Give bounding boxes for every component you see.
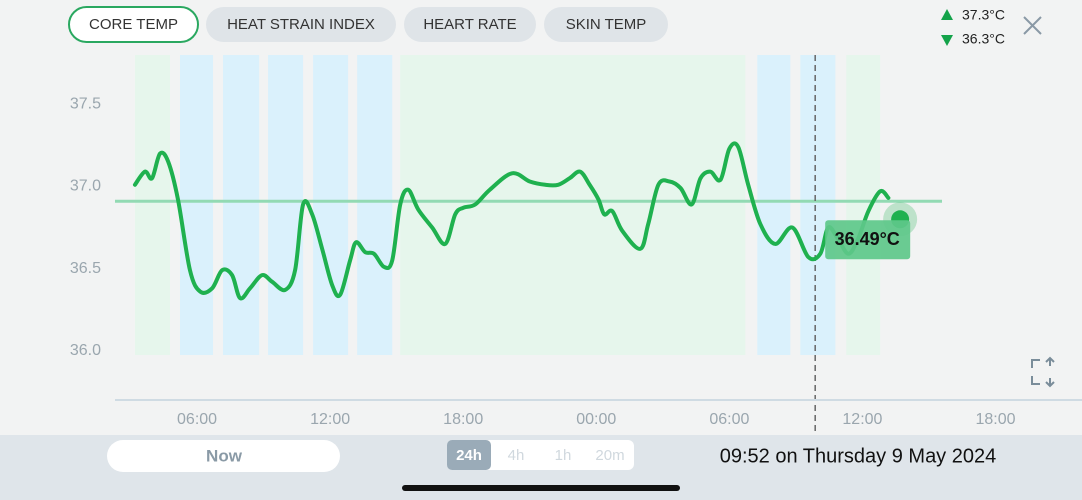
- period-selector: [447, 440, 634, 470]
- band: [223, 55, 260, 355]
- y-tick-label: 36.0: [70, 342, 101, 359]
- period-label[interactable]: 24h: [456, 447, 482, 464]
- expand-button[interactable]: [1031, 356, 1055, 388]
- tab[interactable]: CORE TEMP: [68, 6, 199, 43]
- cursor-label-box: [825, 220, 911, 260]
- down-icon: [941, 35, 953, 46]
- period-button[interactable]: 4h: [508, 447, 525, 464]
- bands: [134, 55, 881, 355]
- close-button[interactable]: [1023, 16, 1042, 35]
- tabs: CORE TEMP HEAT STRAIN INDEX HEART RATE SKIN…: [68, 6, 668, 43]
- period-label[interactable]: 20m: [595, 447, 624, 464]
- y-tick-label: 37.5: [70, 96, 101, 113]
- now-button[interactable]: Now: [107, 440, 340, 472]
- band: [400, 55, 746, 355]
- x-tick-label: 12:00: [842, 411, 882, 428]
- plot: 36.0 36.5 37.0 37.5 06:00 12:00 18:00 00:00 06:0…: [70, 55, 1016, 435]
- y-tick-label: 36.5: [70, 260, 101, 277]
- period-button[interactable]: 24h: [447, 440, 491, 470]
- band: [268, 55, 304, 355]
- tab-pill[interactable]: [206, 7, 396, 42]
- x-tick-label: 06:00: [709, 411, 749, 428]
- period-selected[interactable]: [447, 440, 491, 470]
- periods: 24h 4h 1h 20m: [447, 440, 625, 470]
- x-tick-label: 18:00: [443, 411, 483, 428]
- close-icon[interactable]: [1023, 16, 1042, 35]
- band: [846, 55, 881, 355]
- period-label[interactable]: 1h: [555, 447, 572, 464]
- legend-low: 36.3°C: [962, 31, 1005, 47]
- legend-high: 37.3°C: [962, 7, 1005, 23]
- x-tick-label: 00:00: [576, 411, 616, 428]
- x-tick-label: 18:00: [975, 411, 1015, 428]
- tab-pill[interactable]: [404, 7, 536, 42]
- band: [134, 55, 171, 355]
- band: [757, 55, 791, 355]
- y-tick-label: 37.0: [70, 178, 101, 195]
- tab[interactable]: SKIN TEMP: [544, 7, 668, 42]
- legend: 37.3°C 36.3°C: [941, 7, 1005, 47]
- expand-icon[interactable]: [1031, 359, 1040, 385]
- tab-label[interactable]: CORE TEMP: [89, 16, 178, 33]
- tab-label[interactable]: SKIN TEMP: [566, 16, 647, 33]
- tab-pill[interactable]: [68, 6, 199, 43]
- line: [132, 141, 891, 301]
- tab[interactable]: HEART RATE: [404, 7, 536, 42]
- x-tick-label: 06:00: [177, 411, 217, 428]
- band: [357, 55, 393, 355]
- tab-label[interactable]: HEART RATE: [423, 16, 516, 33]
- timestamp: 09:52 on Thursday 9 May 2024: [720, 445, 996, 467]
- x-tick-label: 12:00: [310, 411, 350, 428]
- up-icon: [941, 9, 953, 20]
- cursor-label: 36.49°C: [835, 229, 900, 249]
- period-button[interactable]: 1h: [555, 447, 572, 464]
- expand-arrows[interactable]: [1045, 356, 1055, 388]
- period-label[interactable]: 4h: [508, 447, 525, 464]
- tab-label[interactable]: HEAT STRAIN INDEX: [227, 16, 375, 33]
- band: [313, 55, 349, 355]
- tab[interactable]: HEAT STRAIN INDEX: [206, 7, 396, 42]
- home-indicator: [402, 485, 680, 491]
- tab-pill[interactable]: [544, 7, 668, 42]
- band: [800, 55, 836, 355]
- now-label[interactable]: Now: [206, 446, 243, 465]
- band: [179, 55, 214, 355]
- now-pill[interactable]: [107, 440, 340, 472]
- period-button[interactable]: 20m: [595, 447, 624, 464]
